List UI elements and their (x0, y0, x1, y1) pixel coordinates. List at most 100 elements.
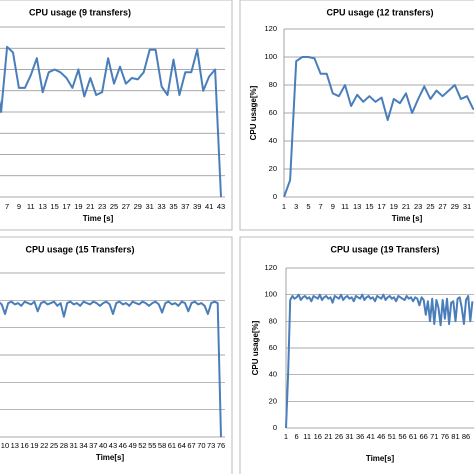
x-tick-label: 37 (89, 441, 97, 450)
y-tick-label: 120 (264, 263, 277, 272)
chart-panel: 0153045607590105120135791113151719212325… (0, 0, 233, 231)
panel-border (0, 0, 233, 231)
x-tick-label: 27 (122, 202, 130, 211)
x-tick-label: 31 (345, 432, 353, 441)
cpu-line (0, 300, 222, 438)
y-tick-label: 40 (269, 136, 277, 145)
x-tick-label: 25 (110, 202, 118, 211)
x-tick-label: 19 (30, 441, 38, 450)
x-tick-label: 21 (86, 202, 94, 211)
chart-title: CPU usage (12 transfers) (326, 7, 433, 17)
x-tick-label: 27 (438, 202, 446, 211)
x-tick-label: 41 (367, 432, 375, 441)
x-tick-label: 61 (168, 441, 176, 450)
y-tick-label: 100 (264, 52, 277, 61)
y-axis-title: CPU usage[%] (249, 85, 258, 140)
x-tick-label: 39 (193, 202, 201, 211)
x-tick-label: 15 (365, 202, 373, 211)
x-tick-label: 58 (158, 441, 166, 450)
x-tick-label: 46 (377, 432, 385, 441)
chart-title: CPU usage (15 Transfers) (25, 244, 134, 254)
x-tick-label: 7 (319, 202, 323, 211)
cpu-line (0, 45, 222, 198)
cpu-line (283, 56, 474, 198)
y-tick-label: 0 (273, 423, 277, 432)
x-tick-label: 13 (11, 441, 19, 450)
x-tick-label: 31 (70, 441, 78, 450)
x-tick-label: 29 (451, 202, 459, 211)
x-tick-label: 43 (217, 202, 225, 211)
chart-panel: 0204060801001201471013161922252831343740… (0, 236, 233, 474)
panel-border (0, 236, 233, 474)
x-tick-label: 25 (426, 202, 434, 211)
x-tick-label: 15 (50, 202, 58, 211)
x-tick-label: 61 (409, 432, 417, 441)
chart-title: CPU usage (9 transfers) (29, 7, 131, 17)
x-tick-label: 11 (27, 202, 35, 211)
x-tick-label: 21 (402, 202, 410, 211)
x-tick-label: 36 (356, 432, 364, 441)
x-tick-label: 17 (377, 202, 385, 211)
x-tick-label: 81 (451, 432, 459, 441)
x-tick-label: 25 (50, 441, 58, 450)
x-tick-label: 19 (390, 202, 398, 211)
x-tick-label: 5 (306, 202, 310, 211)
x-tick-label: 64 (178, 441, 186, 450)
x-axis-title: Time[s] (366, 454, 395, 463)
x-tick-label: 86 (462, 432, 470, 441)
y-tick-label: 0 (273, 192, 277, 201)
x-tick-label: 17 (62, 202, 70, 211)
x-tick-label: 41 (205, 202, 213, 211)
x-tick-label: 67 (187, 441, 195, 450)
y-tick-label: 40 (269, 370, 277, 379)
x-tick-label: 29 (134, 202, 142, 211)
x-tick-label: 43 (109, 441, 117, 450)
x-tick-label: 70 (197, 441, 205, 450)
x-tick-label: 31 (146, 202, 154, 211)
x-tick-label: 1 (282, 202, 286, 211)
x-tick-label: 6 (295, 432, 299, 441)
x-tick-label: 71 (430, 432, 438, 441)
x-tick-label: 73 (207, 441, 215, 450)
x-tick-label: 13 (353, 202, 361, 211)
y-tick-label: 20 (269, 396, 277, 405)
y-tick-label: 20 (269, 164, 277, 173)
panel-border (239, 236, 474, 474)
x-tick-label: 19 (74, 202, 82, 211)
x-tick-label: 26 (335, 432, 343, 441)
x-tick-label: 22 (40, 441, 48, 450)
x-tick-label: 10 (1, 441, 9, 450)
panel-border (239, 0, 474, 231)
x-tick-label: 31 (463, 202, 471, 211)
y-axis-title: CPU usage[%] (251, 320, 260, 375)
x-tick-label: 56 (398, 432, 406, 441)
x-tick-label: 23 (414, 202, 422, 211)
x-tick-label: 40 (99, 441, 107, 450)
y-tick-label: 80 (269, 316, 277, 325)
x-axis-title: Time [s] (83, 214, 114, 223)
x-tick-label: 52 (138, 441, 146, 450)
y-tick-label: 60 (269, 108, 277, 117)
x-tick-label: 7 (5, 202, 9, 211)
y-tick-label: 80 (269, 80, 277, 89)
x-tick-label: 11 (341, 202, 349, 211)
x-tick-label: 51 (388, 432, 396, 441)
x-tick-label: 16 (314, 432, 322, 441)
x-tick-label: 37 (181, 202, 189, 211)
x-tick-label: 49 (128, 441, 136, 450)
x-tick-label: 3 (294, 202, 298, 211)
y-tick-label: 100 (264, 290, 277, 299)
chart-title: CPU usage (19 Transfers) (330, 244, 439, 254)
x-tick-label: 76 (441, 432, 449, 441)
x-axis-title: Time [s] (392, 214, 423, 223)
cpu-line (285, 293, 474, 429)
y-tick-label: 60 (269, 343, 277, 352)
y-tick-label: 120 (264, 24, 277, 33)
x-tick-label: 66 (420, 432, 428, 441)
x-tick-label: 1 (284, 432, 288, 441)
x-tick-label: 55 (148, 441, 156, 450)
x-tick-label: 33 (157, 202, 165, 211)
